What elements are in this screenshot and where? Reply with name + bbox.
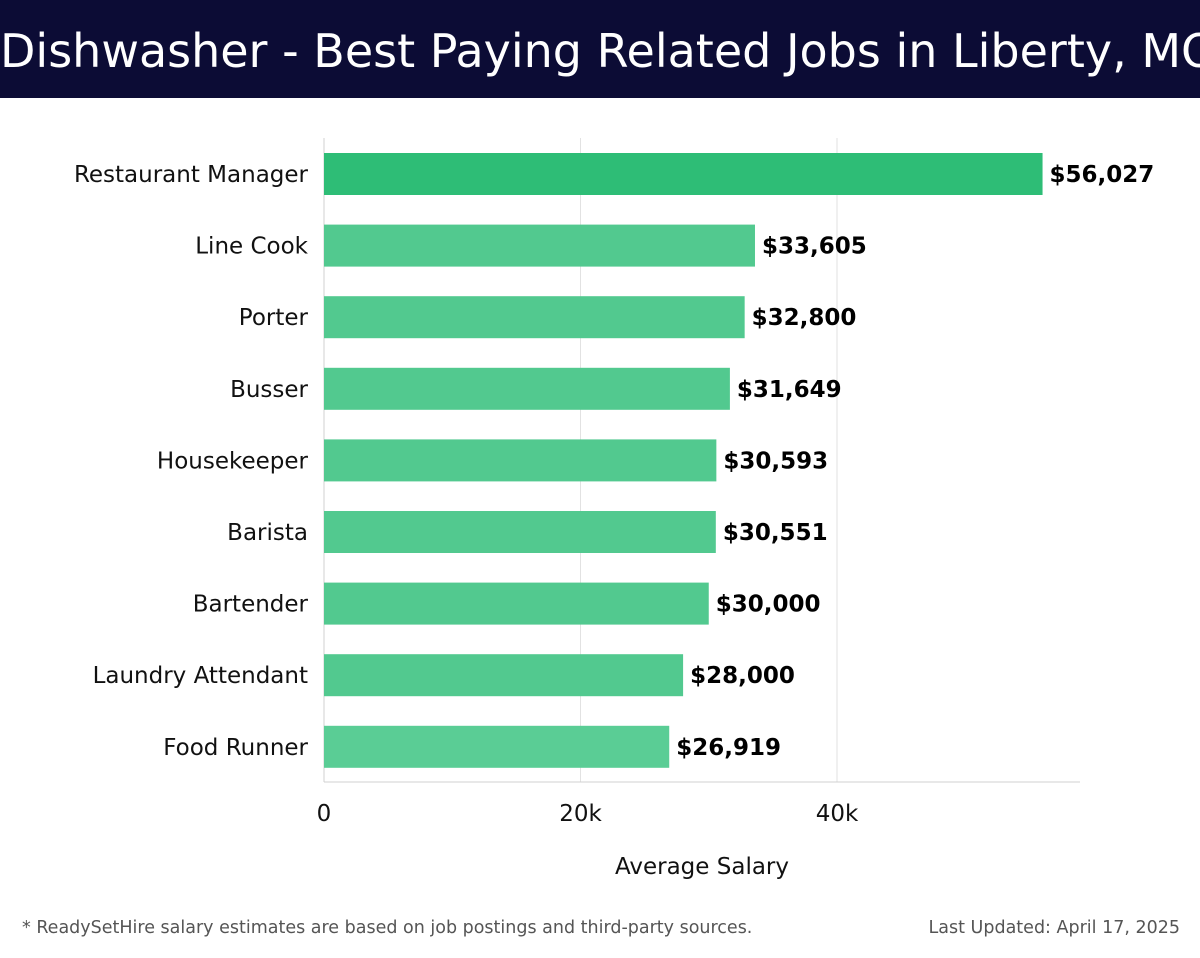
x-tick-label-2: 40k — [816, 801, 859, 827]
last-updated: Last Updated: April 17, 2025 — [928, 918, 1180, 938]
title-bar: Dishwasher - Best Paying Related Jobs in… — [0, 0, 1200, 98]
category-label-6: Bartender — [193, 592, 309, 618]
bar-4 — [324, 439, 717, 482]
value-label-3: $31,649 — [737, 377, 842, 403]
bar-1 — [324, 224, 755, 267]
x-tick-label-1: 20k — [559, 801, 602, 827]
value-label-6: $30,000 — [716, 592, 821, 618]
category-labels: Restaurant Manager Line Cook Porter Busser H… — [74, 162, 309, 761]
bar-3 — [324, 367, 730, 410]
bar-chart: Restaurant Manager Line Cook Porter Busser H… — [74, 138, 1154, 880]
bar-5 — [324, 511, 716, 553]
bar-6 — [324, 582, 709, 625]
value-label-2: $32,800 — [752, 305, 857, 331]
footnote: * ReadySetHire salary estimates are base… — [22, 918, 753, 938]
category-label-1: Line Cook — [195, 234, 308, 260]
bar-7 — [324, 654, 684, 697]
x-tick-label-0: 0 — [317, 801, 332, 827]
bar-0 — [324, 153, 1043, 195]
value-label-1: $33,605 — [762, 234, 867, 260]
category-label-7: Laundry Attendant — [93, 663, 308, 689]
value-label-8: $26,919 — [676, 735, 781, 761]
category-label-0: Restaurant Manager — [74, 162, 309, 188]
category-label-4: Housekeeper — [157, 448, 309, 474]
value-labels: $56,027 $33,605 $32,800 $31,649 $30,593 $30,5… — [676, 162, 1154, 761]
x-tick-labels: 0 20k 40k — [317, 801, 859, 827]
value-label-4: $30,593 — [723, 448, 828, 474]
bar-8 — [324, 725, 670, 768]
category-label-3: Busser — [230, 377, 308, 403]
value-label-5: $30,551 — [723, 520, 828, 546]
page-title: Dishwasher - Best Paying Related Jobs in… — [0, 24, 1200, 78]
bars — [324, 153, 1043, 768]
category-label-5: Barista — [227, 520, 308, 546]
x-axis-label: Average Salary — [615, 854, 789, 880]
category-label-2: Porter — [239, 305, 309, 331]
category-label-8: Food Runner — [163, 735, 308, 761]
bar-2 — [324, 296, 745, 339]
value-label-7: $28,000 — [690, 663, 795, 689]
value-label-0: $56,027 — [1050, 162, 1155, 188]
